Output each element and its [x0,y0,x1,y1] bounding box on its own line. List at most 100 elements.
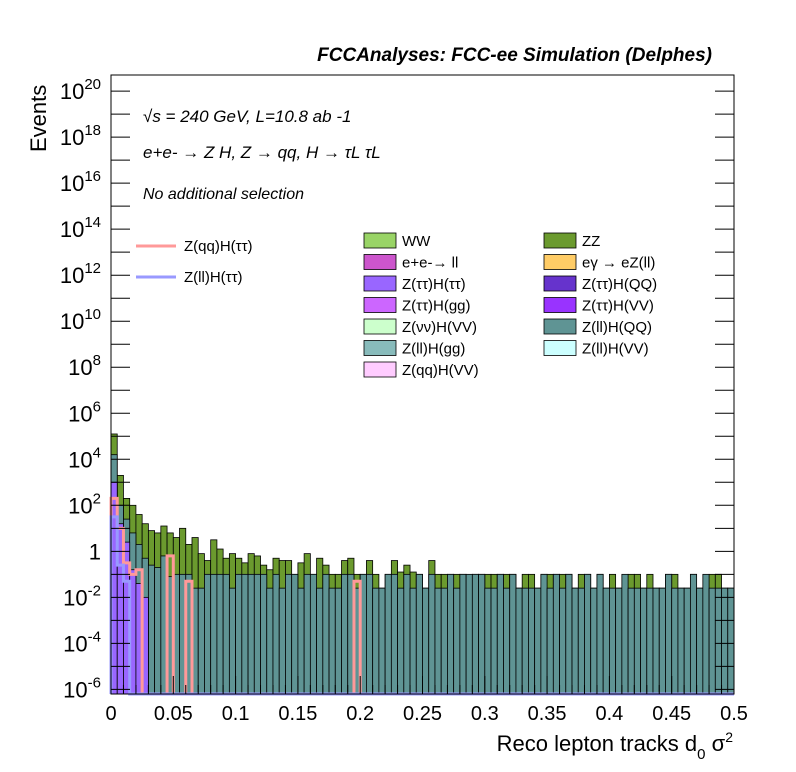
bar-zll-hqq [521,587,529,695]
bar-zll-hqq [528,587,536,695]
y-tick-exp: -6 [88,674,101,691]
legend-signal-label: Z(qq)H(ττ) [184,238,253,255]
legend-swatch [363,254,397,270]
bar-zll-hqq [571,587,579,695]
y-tick-base: 10 [60,217,84,242]
bar-zll-hqq [297,587,305,695]
bar-zll-hqq [328,587,336,695]
x-label-sub: 0 [697,746,705,763]
legend-label: Z(νν)H(VV) [402,319,477,336]
legend-label: Z(qq)H(VV) [402,362,479,379]
bar-zll-hqq [658,587,666,695]
bar-zll-hqq [147,564,156,695]
bar-zll-hqq [309,573,317,695]
x-tick-label: 0.15 [278,703,317,725]
legend-swatch [363,297,397,313]
bar-zll-hqq [702,573,710,695]
x-label-sigma: σ [706,731,726,756]
bar-zll-hqq [714,587,722,695]
legend-swatch [543,275,577,292]
bar-zll-hqq [266,587,274,695]
bar-zll-hqq [278,587,286,695]
legend-label: Z(ττ)H(VV) [582,298,654,315]
bar-zll-hqq [596,573,604,695]
bar-zll-hqq [415,573,423,695]
bar-zll-hqq [627,587,635,695]
bar-zll-hqq [652,587,660,695]
x-tick-label: 0.25 [403,703,442,725]
bar-zll-hqq [235,573,243,695]
y-tick-base: 10 [60,309,84,334]
x-tick-label: 0.2 [346,703,374,725]
legend-label: eγ → eZ(ll) [582,255,655,272]
y-tick-base: 10 [68,355,92,380]
bar-zll-hqq [434,587,442,695]
bar-zll-hqq [689,573,698,695]
bar-zll-hqq [366,573,374,695]
y-tick-exp: -4 [88,628,101,645]
bar-zll-hqq [590,587,598,695]
legend-label: Z(ll)H(QQ) [582,319,652,336]
bar-zll-hqq [403,573,411,695]
y-tick-label: 1016 [60,168,101,196]
bar-zll-hqq [677,587,685,695]
y-tick-exp: -2 [88,582,101,599]
y-tick-base: 10 [60,171,84,196]
y-tick-exp: 4 [93,444,101,461]
y-tick-exp: 16 [84,168,101,185]
bar-zll-hqq [552,573,560,695]
bar-zll-hqq [602,587,610,695]
legend-signal-label: Z(ll)H(ττ) [184,269,243,286]
y-tick-label: 106 [68,398,101,426]
y-tick-exp: 8 [93,352,101,369]
bar-zll-hqq [390,573,398,695]
bar-zll-hqq [316,587,324,695]
x-tick-label: 0.4 [595,703,623,725]
bar-zll-hqq [322,573,330,695]
bar-zll-hqq [478,573,486,695]
bar-zll-hqq [447,573,455,695]
bar-zll-hqq [222,573,230,695]
y-tick-label: 108 [68,352,101,380]
x-tick-label: 0.3 [471,703,499,725]
bar-zll-hqq [546,587,554,695]
bar-zll-hqq [471,573,479,695]
x-tick-label: 0.05 [154,703,193,725]
legend-label: ZZ [582,233,600,250]
bar-zll-hqq [683,587,691,695]
legend-label: e+e-→ ll [402,255,458,272]
bar-zll-hqq [584,573,592,695]
bar-zll-hqq [496,573,504,695]
y-tick-label: 10-4 [63,628,101,656]
legend-label: Z(ll)H(VV) [582,341,649,358]
bar-zll-hqq [640,587,648,695]
bar-zll-hqq [490,587,498,695]
y-tick-label: 1 [89,539,101,564]
legend-label: Z(ll)H(gg) [402,341,465,358]
bar-zll-hqq [609,587,617,695]
bar-zll-hqq [727,587,735,695]
bar-zll-hqq [291,573,299,695]
legend-swatch [543,232,577,249]
bar-zll-hqq [509,573,517,695]
bar-zll-hqq [241,573,249,695]
y-tick-exp: 12 [84,260,101,277]
bar-zll-hqq [621,573,629,695]
bar-zll-hqq [440,587,448,695]
legend-swatch [363,232,397,249]
annotation-selection: No additional selection [143,186,304,203]
legend-swatch [543,340,577,356]
bar-zll-hqq [372,587,380,695]
y-tick-exp: 2 [93,490,101,507]
y-tick-label: 1010 [60,306,101,334]
y-tick-base: 10 [60,79,84,104]
y-tick-base: 10 [60,263,84,288]
header-title: FCCAnalyses: FCC-ee Simulation (Delphes) [317,45,712,66]
bar-zll-hqq [154,567,162,695]
bar-zll-hqq [334,587,342,695]
y-tick-exp: 6 [93,398,101,415]
bar-zll-hqq [285,573,293,695]
legend-label: Z(ττ)H(QQ) [582,276,657,293]
bar-zll-hqq [721,587,729,695]
